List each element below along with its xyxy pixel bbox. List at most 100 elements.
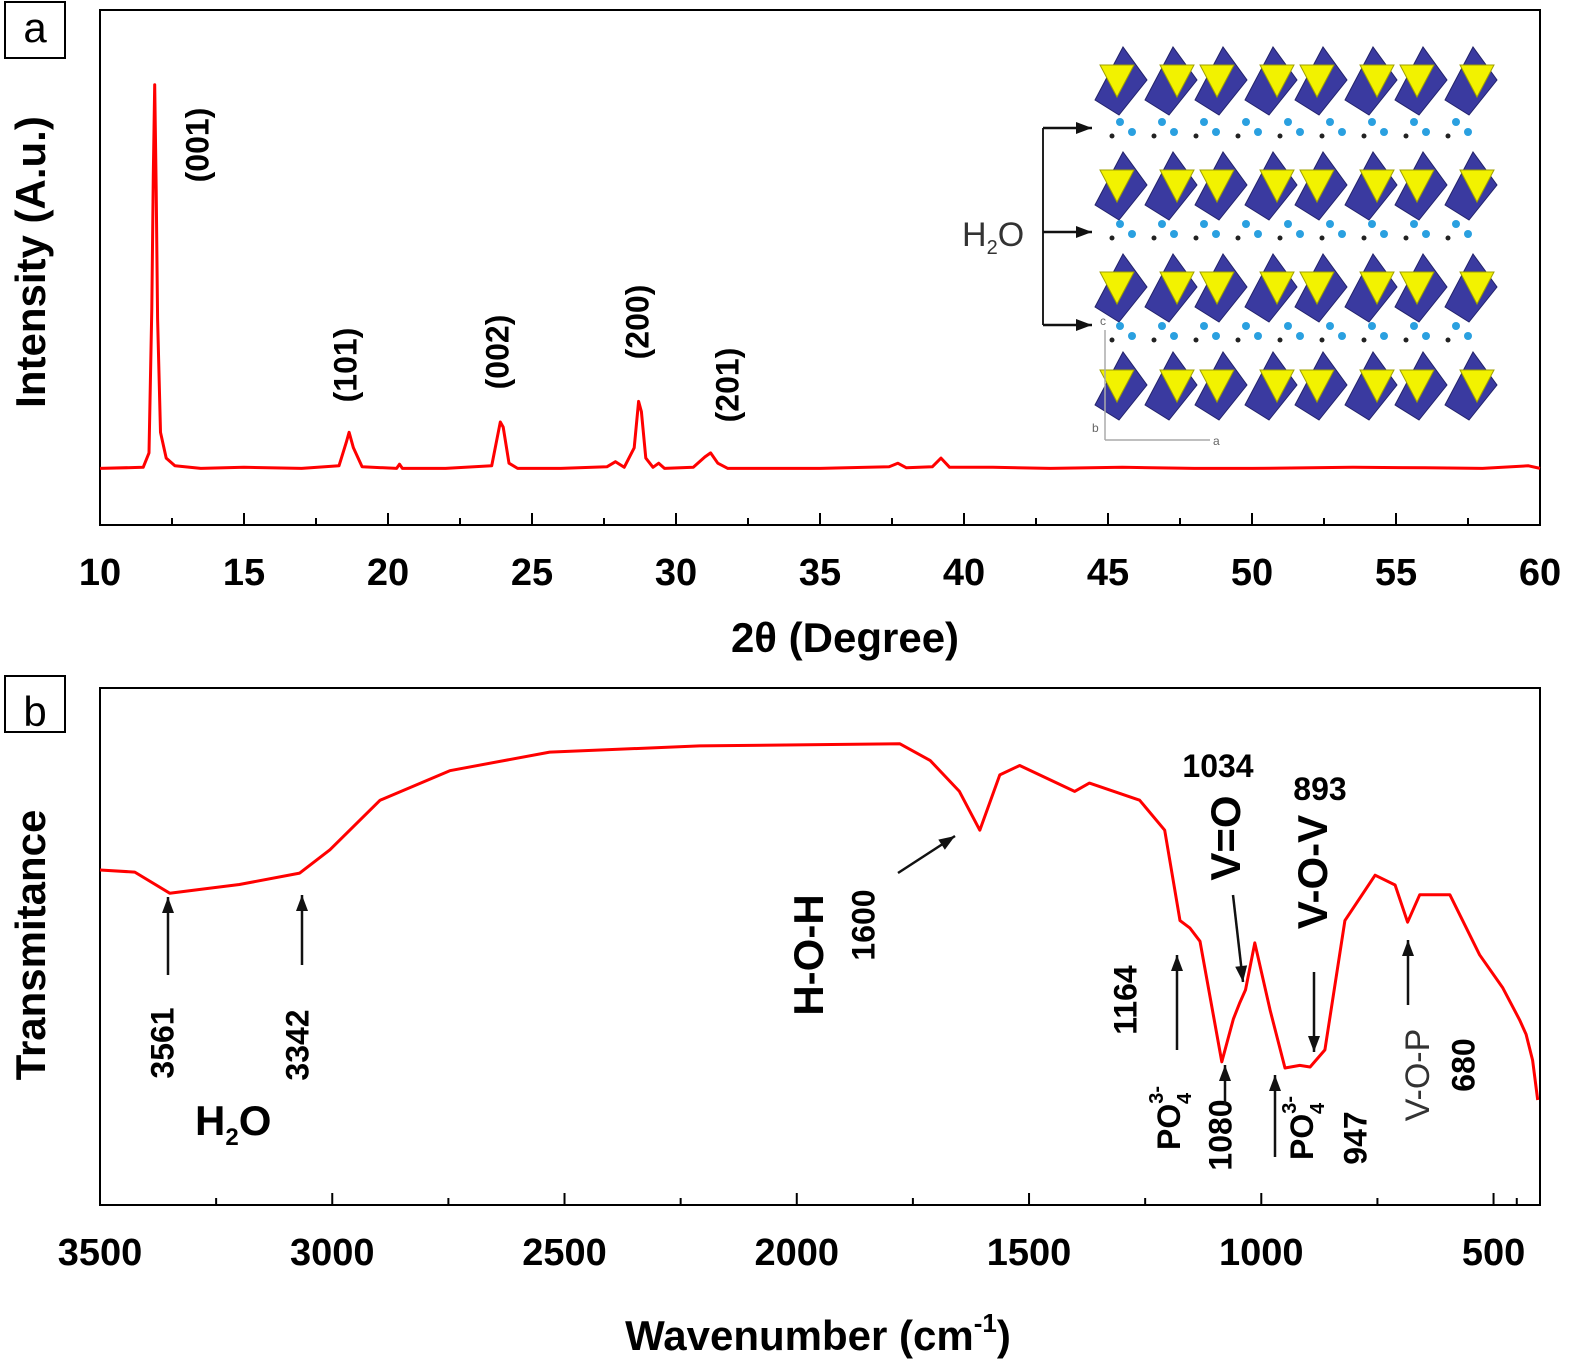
water-hydrogen: [1109, 337, 1115, 343]
x-tick-label: 40: [943, 552, 985, 594]
water-oxygen: [1128, 230, 1136, 238]
water-hydrogen: [1319, 235, 1325, 241]
annotation-893: 893: [1293, 771, 1346, 807]
water-hydrogen: [1277, 133, 1283, 139]
arrow-head: [938, 836, 955, 850]
water-oxygen: [1284, 118, 1292, 126]
inset-layer: [1094, 151, 1498, 221]
x-tick-label: 2500: [522, 1232, 607, 1274]
text-part: 3-: [1146, 1086, 1168, 1104]
arrow-head: [1076, 319, 1092, 331]
tetrahedron: [1159, 64, 1195, 99]
x-tick-label: 2000: [755, 1232, 840, 1274]
arrow-head: [1076, 122, 1092, 134]
water-oxygen: [1368, 220, 1376, 228]
arrow-947: [1269, 1075, 1281, 1157]
tetrahedron: [1399, 64, 1435, 99]
tetrahedron: [1159, 271, 1195, 306]
text-part: 3-: [1279, 1096, 1301, 1114]
tetrahedron: [1159, 169, 1195, 204]
panel-label-frame: [4, 1, 66, 59]
annotation-3342: 3342: [279, 1009, 315, 1080]
tetrahedron: [1459, 369, 1495, 404]
po4-label: PO3- 4: [1146, 1086, 1196, 1150]
tetrahedron: [1199, 64, 1235, 99]
tetrahedron: [1299, 369, 1335, 404]
water-oxygen: [1296, 128, 1304, 136]
panel-a: 10 15 20 25 30 35 40 45 50 55 60 a Intensity (A.u.) 2…: [4, 1, 1561, 661]
x-tick-label: 55: [1375, 552, 1417, 594]
peak-label: (201): [709, 348, 745, 423]
y-axis-title: Intensity (A.u.): [7, 116, 54, 408]
water-hydrogen: [1151, 337, 1157, 343]
x-tick-label: 25: [511, 552, 553, 594]
x-tick-label: 1500: [987, 1232, 1072, 1274]
water-oxygen: [1380, 128, 1388, 136]
x-tick-label: 10: [79, 552, 121, 594]
text-part: ): [997, 1312, 1011, 1359]
water-oxygen: [1284, 322, 1292, 330]
tetrahedron: [1299, 64, 1335, 99]
tetrahedron: [1359, 64, 1395, 99]
water-oxygen: [1338, 128, 1346, 136]
x-tick-label: 30: [655, 552, 697, 594]
arrow-1034: [1231, 894, 1248, 983]
arrow-head: [1308, 1036, 1320, 1052]
water-oxygen: [1296, 332, 1304, 340]
water-oxygen: [1158, 118, 1166, 126]
water-oxygen: [1464, 128, 1472, 136]
water-oxygen: [1410, 118, 1418, 126]
annotation-vov: V-O-V: [1289, 815, 1336, 929]
water-hydrogen: [1193, 337, 1199, 343]
inset-water-label: H2O: [962, 216, 1024, 259]
annotation-1600: 1600: [845, 889, 881, 960]
water-hydrogen: [1361, 133, 1367, 139]
water-oxygen: [1338, 332, 1346, 340]
water-oxygen: [1368, 322, 1376, 330]
inset-axis-label: a: [1213, 434, 1220, 448]
inset-layer: [1094, 253, 1498, 323]
water-oxygen: [1116, 118, 1124, 126]
inset-axis-label: b: [1092, 421, 1099, 435]
peak-label: (200): [619, 285, 655, 360]
annotation-3561: 3561: [144, 1007, 180, 1078]
arrow-head: [1171, 955, 1183, 971]
tetrahedron: [1099, 64, 1135, 99]
water-oxygen: [1410, 322, 1418, 330]
water-hydrogen: [1277, 337, 1283, 343]
tetrahedron: [1459, 271, 1495, 306]
x-tick-label: 1000: [1219, 1232, 1304, 1274]
tetrahedron: [1399, 271, 1435, 306]
arrow-head: [296, 895, 308, 911]
water-oxygen: [1410, 220, 1418, 228]
water-oxygen: [1422, 332, 1430, 340]
water-oxygen: [1296, 230, 1304, 238]
water-oxygen: [1254, 332, 1262, 340]
water-oxygen: [1380, 332, 1388, 340]
text-part: 4: [1307, 1102, 1329, 1114]
text-part: O: [998, 216, 1024, 254]
water-oxygen: [1200, 220, 1208, 228]
text-part: H: [962, 216, 987, 254]
annotation-1164: 1164: [1107, 965, 1143, 1035]
water-oxygen: [1170, 230, 1178, 238]
water-oxygen: [1242, 220, 1250, 228]
tetrahedron: [1099, 169, 1135, 204]
tetrahedron: [1399, 369, 1435, 404]
arrow-1164: [1171, 955, 1183, 1050]
arrow-head: [1269, 1075, 1281, 1091]
arrow-head: [1076, 226, 1092, 238]
tetrahedron: [1399, 169, 1435, 204]
arrow-head: [1219, 1065, 1231, 1081]
panel-label-box: a: [4, 1, 66, 59]
arrow-680: [1402, 940, 1414, 1005]
water-oxygen: [1200, 118, 1208, 126]
x-tick-label: 60: [1519, 552, 1561, 594]
water-oxygen: [1254, 230, 1262, 238]
annotation-1034: 1034: [1182, 748, 1253, 784]
water-hydrogen: [1109, 133, 1115, 139]
water-oxygen: [1212, 332, 1220, 340]
inset-axis-label: c: [1100, 314, 1106, 328]
water-hydrogen: [1151, 235, 1157, 241]
peak-label: (001): [179, 108, 215, 183]
